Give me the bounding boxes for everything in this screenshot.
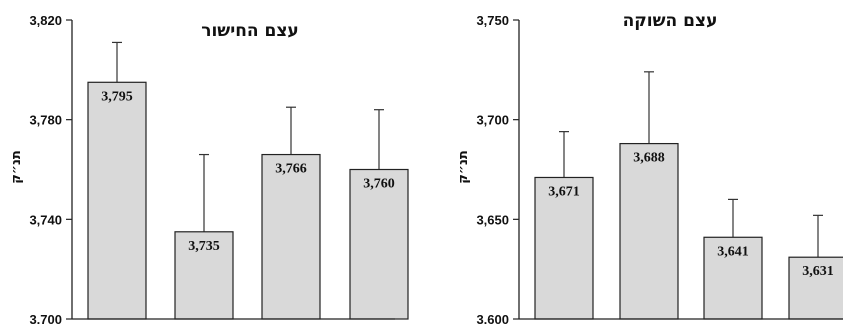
bar-value-label: 3,766 (275, 162, 307, 177)
y-tick-label: 3,740 (29, 212, 62, 227)
bar-value-label: 3,631 (802, 264, 834, 279)
y-axis-label: תנ״ק (456, 150, 471, 184)
bar (87, 81, 147, 320)
y-tick-label: 3,780 (29, 113, 62, 128)
y-axis-label: תנ״ק (9, 150, 24, 184)
chart-title: עצם השוקה (623, 11, 718, 31)
y-tick-label: 3,700 (29, 312, 62, 324)
chart-panel-2: עצם השוקה תנ״ק 3,600 3,650 3,700 3,750 3,671 3,… (456, 11, 843, 324)
bar (619, 142, 679, 320)
bar-value-label: 3,641 (717, 244, 749, 259)
chart-title: עצם החישור (201, 21, 299, 41)
y-tick-label: 3,600 (476, 312, 509, 324)
chart-panel-1: עצם החישור תנ״ק 3,700 3,740 3,780 3,820 3,795 3… (9, 13, 409, 324)
bar (349, 168, 409, 320)
bar (534, 176, 594, 320)
y-tick-label: 3,650 (476, 212, 509, 227)
y-tick-label: 3,700 (476, 113, 509, 128)
bar-value-label: 3,688 (633, 151, 665, 166)
bar-value-label: 3,671 (548, 184, 580, 199)
bar (261, 153, 321, 320)
bar-value-label: 3,760 (363, 177, 395, 192)
bar-value-label: 3,795 (101, 89, 133, 104)
bar-value-label: 3,735 (188, 239, 220, 254)
y-tick-label: 3,820 (29, 13, 62, 28)
bar (788, 256, 843, 320)
bar (174, 231, 234, 320)
y-tick-label: 3,750 (476, 13, 509, 28)
